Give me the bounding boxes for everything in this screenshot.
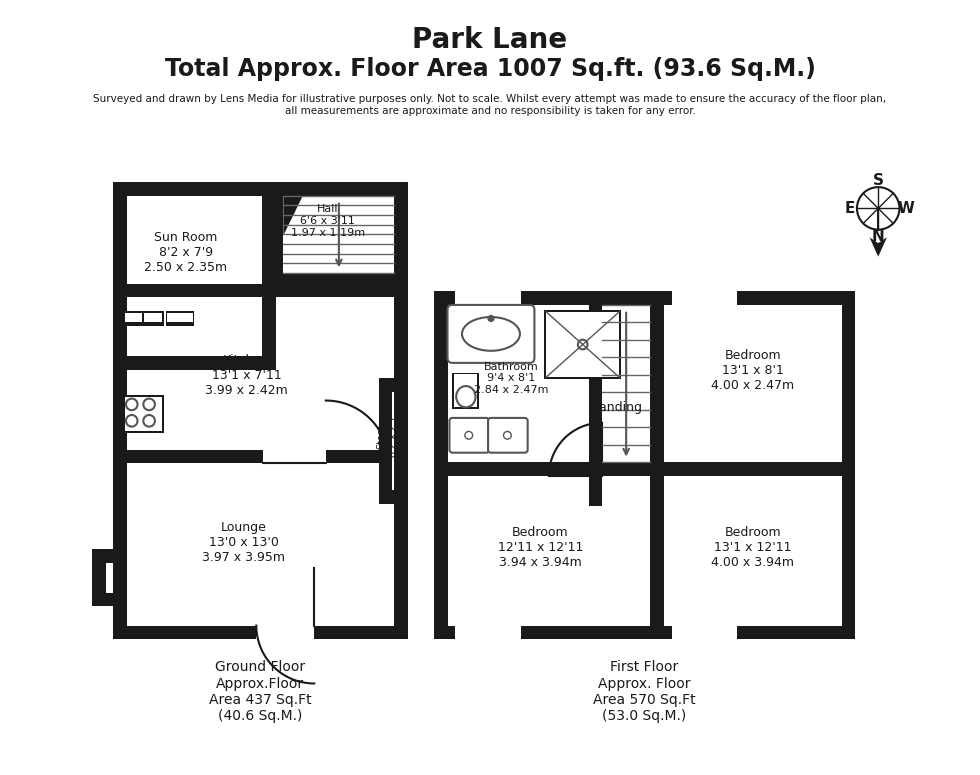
Bar: [589, 463, 602, 506]
Bar: [123, 311, 164, 326]
Bar: [379, 491, 408, 504]
Bar: [126, 297, 394, 625]
Ellipse shape: [457, 386, 475, 408]
Text: Sun Room
8'2 x 7'9
2.50 x 2.35m: Sun Room 8'2 x 7'9 2.50 x 2.35m: [144, 231, 227, 274]
Bar: [448, 463, 842, 476]
Text: Bedroom
13'1 x 12'11
4.00 x 3.94m: Bedroom 13'1 x 12'11 4.00 x 3.94m: [711, 525, 794, 569]
Bar: [126, 196, 262, 343]
Bar: [651, 305, 663, 463]
Text: Park Lane: Park Lane: [413, 26, 567, 54]
Text: Bedroom
13'1 x 8'1
4.00 x 2.47m: Bedroom 13'1 x 8'1 4.00 x 2.47m: [711, 349, 794, 392]
FancyBboxPatch shape: [488, 418, 527, 453]
Bar: [92, 593, 126, 606]
Text: W: W: [898, 201, 914, 216]
Bar: [92, 549, 126, 563]
Text: Total Approx. Floor Area 1007 Sq.ft. (93.6 Sq.M.): Total Approx. Floor Area 1007 Sq.ft. (93…: [165, 57, 815, 81]
Bar: [114, 625, 257, 639]
Text: Landing: Landing: [593, 401, 643, 414]
Bar: [651, 463, 663, 625]
Bar: [456, 625, 521, 639]
Bar: [144, 312, 162, 322]
Text: Kitchen
13'1 x 7'11
3.99 x 2.42m: Kitchen 13'1 x 7'11 3.99 x 2.42m: [205, 354, 288, 397]
Bar: [123, 394, 164, 433]
Bar: [114, 356, 275, 370]
Bar: [394, 284, 408, 639]
Bar: [125, 397, 162, 432]
Bar: [126, 449, 263, 463]
Bar: [379, 378, 408, 392]
Bar: [671, 291, 737, 305]
Bar: [270, 273, 408, 287]
Text: E: E: [845, 201, 856, 216]
Text: Hall
6'6 x 3'11
1.97 x 1.19m: Hall 6'6 x 3'11 1.97 x 1.19m: [291, 205, 365, 237]
Polygon shape: [275, 182, 310, 236]
Bar: [448, 305, 842, 625]
Bar: [114, 182, 126, 370]
Text: Lounge
13'0 x 13'0
3.97 x 3.95m: Lounge 13'0 x 13'0 3.97 x 3.95m: [202, 521, 285, 564]
Bar: [283, 196, 394, 273]
Bar: [544, 310, 621, 379]
Bar: [270, 182, 408, 196]
Bar: [394, 182, 408, 287]
Bar: [125, 312, 142, 322]
Bar: [434, 291, 855, 305]
Bar: [262, 182, 275, 370]
Text: N: N: [872, 229, 885, 244]
Bar: [270, 182, 283, 287]
Bar: [92, 549, 106, 593]
Text: S: S: [873, 173, 884, 188]
Bar: [589, 305, 602, 463]
Text: Ground Floor
Approx.Floor
Area 437 Sq.Ft
(40.6 Sq.M.): Ground Floor Approx.Floor Area 437 Sq.Ft…: [209, 660, 312, 723]
Bar: [455, 374, 477, 408]
Circle shape: [488, 315, 494, 322]
Text: Bathroom
9'4 x 8'1
2.84 x 2.47m: Bathroom 9'4 x 8'1 2.84 x 2.47m: [474, 362, 549, 395]
Text: First Floor
Approx. Floor
Area 570 Sq.Ft
(53.0 Sq.M.): First Floor Approx. Floor Area 570 Sq.Ft…: [593, 660, 696, 723]
Bar: [456, 291, 521, 305]
Bar: [325, 449, 379, 463]
Bar: [168, 312, 192, 322]
Bar: [114, 284, 126, 639]
Bar: [315, 625, 408, 639]
Text: Surveyed and drawn by Lens Media for illustrative purposes only. Not to scale. W: Surveyed and drawn by Lens Media for ill…: [93, 95, 887, 115]
FancyBboxPatch shape: [448, 305, 534, 363]
Bar: [166, 311, 194, 326]
Text: Store
8'2 x 2'7
2.50 x 0.80m: Store 8'2 x 2'7 2.50 x 0.80m: [377, 404, 410, 469]
Bar: [434, 625, 855, 639]
Bar: [114, 284, 408, 297]
FancyBboxPatch shape: [450, 418, 489, 453]
Bar: [114, 182, 275, 196]
Bar: [842, 291, 855, 639]
Polygon shape: [869, 237, 887, 257]
Bar: [453, 373, 479, 409]
Text: Bedroom
12'11 x 12'11
3.94 x 3.94m: Bedroom 12'11 x 12'11 3.94 x 3.94m: [498, 525, 583, 569]
Bar: [379, 392, 408, 504]
Bar: [546, 312, 619, 377]
Bar: [434, 291, 448, 639]
Bar: [671, 625, 737, 639]
Bar: [379, 378, 392, 504]
Ellipse shape: [462, 317, 520, 351]
